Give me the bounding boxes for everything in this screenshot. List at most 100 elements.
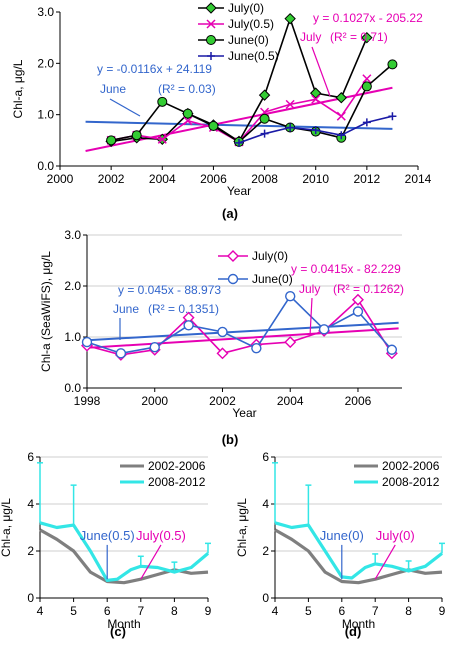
y-tick-label: 1.0 — [37, 108, 54, 122]
data-point — [311, 126, 320, 135]
data-point — [157, 134, 167, 144]
x-tick-label: 2000 — [47, 172, 74, 186]
data-point — [81, 336, 93, 348]
y-axis-label: Chl-a, μg/L — [235, 498, 249, 557]
data-point — [285, 99, 295, 109]
caption-a: (a) — [222, 206, 238, 221]
series-line — [274, 521, 443, 580]
x-axis-label: Year — [232, 406, 256, 420]
legend-marker — [206, 19, 216, 29]
data-point — [217, 326, 228, 338]
series-line — [86, 298, 393, 356]
x-tick-label: 5 — [70, 604, 77, 618]
legend-marker — [205, 2, 217, 14]
data-point — [362, 118, 371, 127]
data-point — [216, 347, 229, 360]
x-tick-label: 2006 — [200, 172, 227, 186]
x-tick-label: 7 — [137, 604, 144, 618]
y-tick-label: 0.0 — [64, 381, 81, 395]
data-point — [285, 291, 296, 302]
data-point — [284, 12, 296, 25]
trend-line-june — [86, 321, 399, 342]
data-point — [318, 324, 330, 335]
x-tick-label: 2000 — [141, 394, 168, 408]
y-tick-label: 0.0 — [37, 159, 54, 173]
x-tick-label: 6 — [338, 604, 345, 618]
data-point — [351, 293, 364, 306]
data-point — [115, 348, 127, 359]
data-point — [208, 120, 219, 131]
legend-label: July(0.5) — [228, 17, 274, 31]
trend-line-july — [86, 327, 399, 349]
trend-equation-july: y = 0.0415x - 82.229 — [291, 262, 401, 276]
legend-label: June(0) — [228, 33, 269, 47]
y-tick-label: 2.0 — [64, 279, 81, 293]
data-point — [310, 87, 322, 99]
legend-label: June(0.5) — [228, 49, 279, 63]
trend-equation-june: y = 0.045x - 88.973 — [118, 283, 221, 297]
data-point — [258, 89, 271, 101]
data-point — [235, 138, 243, 147]
month-annotation: June(0) — [320, 528, 364, 543]
caption-c: (c) — [110, 624, 126, 639]
annotation-arrow — [311, 46, 331, 97]
trend-label-july: July — [299, 282, 320, 296]
x-tick-label: 6 — [104, 604, 111, 618]
y-tick-label: 2.0 — [37, 56, 54, 70]
y-tick-label: 2 — [27, 544, 34, 558]
trend-r2-june: (R² = 0.1351) — [148, 302, 219, 316]
data-point — [337, 131, 346, 140]
x-tick-label: 2004 — [149, 172, 176, 186]
y-tick-label: 0 — [262, 591, 269, 605]
legend-marker — [227, 250, 239, 262]
data-point — [388, 112, 397, 121]
legend-label: June(0) — [252, 272, 293, 286]
x-tick-label: 2002 — [98, 172, 125, 186]
annotation-arrow — [109, 98, 141, 117]
data-point — [387, 59, 398, 70]
x-tick-label: 4 — [272, 604, 279, 618]
y-tick-label: 6 — [262, 450, 269, 464]
trend-label-june: June — [100, 82, 126, 96]
series-line — [86, 295, 393, 355]
data-point — [386, 344, 398, 355]
trend-r2-july: (R² = 0.71) — [330, 30, 388, 44]
data-point — [149, 342, 160, 353]
data-point — [361, 31, 373, 44]
x-tick-label: 2004 — [277, 394, 304, 408]
trend-label-july: July — [300, 30, 321, 44]
legend-marker — [206, 35, 216, 45]
x-tick-label: 4 — [37, 604, 44, 618]
legend-label: July(0) — [228, 1, 264, 15]
panel-b-chart: 0.0 1.0 2.0 3.0 1998 2000 2002 2004 2006 Year Chl-… — [39, 228, 404, 420]
series-line — [39, 521, 210, 583]
data-point — [286, 123, 295, 132]
legend-label: 2002-2006 — [148, 459, 206, 473]
x-axis-label: Month — [342, 617, 375, 631]
x-tick-label: 8 — [405, 604, 412, 618]
x-tick-label: 2014 — [405, 172, 432, 186]
x-tick-label: 2008 — [251, 172, 278, 186]
data-point — [260, 129, 269, 138]
trend-equation-june: y = -0.0116x + 24.119 — [97, 62, 212, 76]
data-point — [284, 336, 297, 349]
month-annotation: July(0.5) — [136, 528, 186, 543]
y-axis-label: Chl-a (SeaWiFS), μg/L — [39, 251, 53, 372]
panel-d-chart: 0 2 4 6 4 5 6 7 8 9 Month Chl-a, μg/L 2002-2006 2008-… — [235, 450, 446, 631]
x-tick-label: 9 — [205, 604, 212, 618]
x-tick-label: 2010 — [302, 172, 329, 186]
x-axis-label: Month — [107, 617, 140, 631]
data-point — [131, 130, 142, 141]
data-point — [352, 306, 364, 317]
x-tick-label: 2012 — [354, 172, 381, 186]
data-point — [157, 96, 168, 107]
data-point — [311, 94, 321, 104]
legend-label: 2008-2012 — [382, 475, 440, 489]
y-tick-label: 2 — [262, 544, 269, 558]
x-tick-label: 9 — [439, 604, 446, 618]
annotation-arrow — [309, 297, 313, 337]
data-point — [361, 81, 372, 92]
legend-marker — [207, 52, 215, 60]
annotation-arrow — [140, 544, 162, 580]
